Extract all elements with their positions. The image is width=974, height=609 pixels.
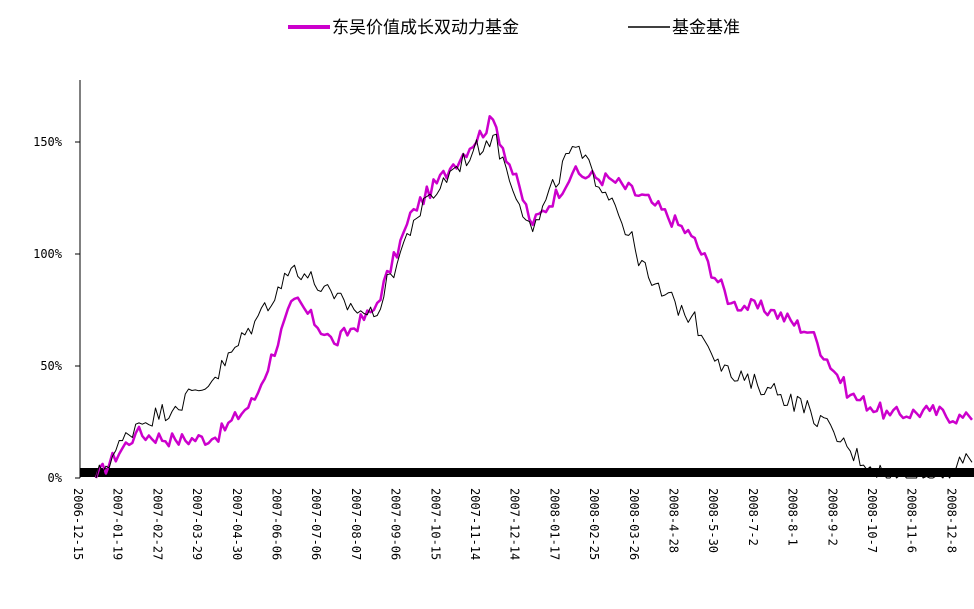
x-tick-label: 2007-02-27 bbox=[150, 488, 164, 560]
x-tick-label: 2008-4-28 bbox=[667, 488, 681, 553]
x-tick-label: 2007-12-14 bbox=[508, 488, 522, 560]
y-tick-label: 0% bbox=[48, 471, 63, 485]
x-tick-label: 2007-09-06 bbox=[389, 488, 403, 560]
x-tick-label: 2007-10-15 bbox=[428, 488, 442, 560]
x-tick-label: 2008-9-2 bbox=[825, 488, 839, 546]
legend-label-benchmark: 基金基准 bbox=[672, 18, 740, 38]
x-tick-label: 2008-10-7 bbox=[865, 488, 879, 553]
legend-label-fund: 东吴价值成长双动力基金 bbox=[332, 18, 519, 38]
x-tick-label: 2008-02-25 bbox=[587, 488, 601, 560]
series-line-benchmark bbox=[95, 133, 973, 479]
x-tick-label: 2008-8-1 bbox=[786, 488, 800, 546]
x-tick-label: 2007-08-07 bbox=[349, 488, 363, 560]
legend: 东吴价值成长双动力基金 基金基准 bbox=[288, 18, 740, 38]
plot-area bbox=[80, 115, 974, 479]
x-tick-label: 2007-07-06 bbox=[309, 488, 323, 560]
x-tick-label: 2008-11-6 bbox=[905, 488, 919, 553]
baseline-band bbox=[80, 468, 974, 477]
y-axis-ticks: 0% 50% 100% 150% bbox=[33, 135, 80, 485]
x-tick-label: 2007-11-14 bbox=[468, 488, 482, 560]
x-tick-label: 2007-03-29 bbox=[190, 488, 204, 560]
y-tick-label: 50% bbox=[40, 359, 62, 373]
x-axis-ticks: 2006-12-15 2007-01-19 2007-02-27 2007-03-29… bbox=[71, 488, 958, 560]
x-tick-label: 2008-01-17 bbox=[547, 488, 561, 560]
x-tick-label: 2007-04-30 bbox=[230, 488, 244, 560]
x-tick-label: 2008-7-2 bbox=[746, 488, 760, 546]
x-tick-label: 2007-06-06 bbox=[270, 488, 284, 560]
y-tick-label: 100% bbox=[33, 247, 63, 261]
y-tick-label: 150% bbox=[33, 135, 63, 149]
x-tick-label: 2008-12-8 bbox=[944, 488, 958, 553]
x-tick-label: 2007-01-19 bbox=[111, 488, 125, 560]
x-tick-label: 2008-5-30 bbox=[706, 488, 720, 553]
series-line-fund bbox=[94, 115, 973, 479]
x-tick-label: 2008-03-26 bbox=[627, 488, 641, 560]
x-tick-label: 2006-12-15 bbox=[71, 488, 85, 560]
